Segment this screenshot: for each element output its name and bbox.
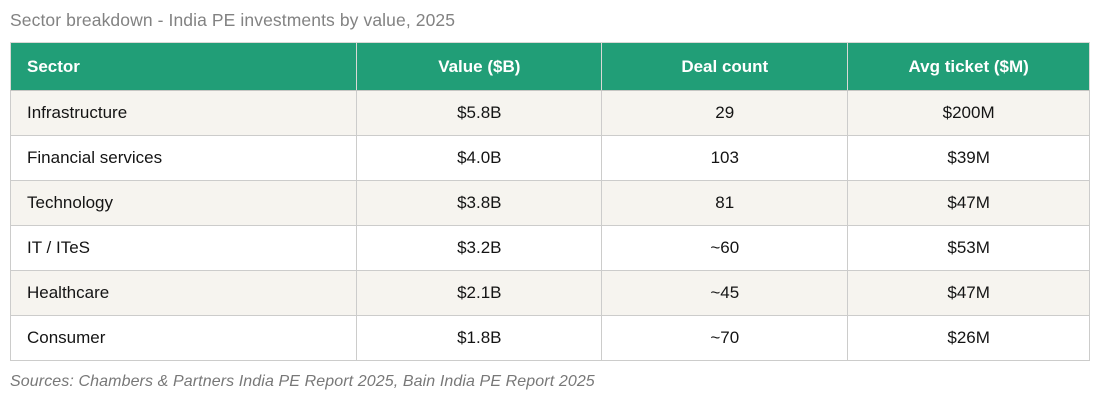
cell-sector: Financial services [9, 135, 358, 181]
cell-deal-count: ~70 [601, 315, 849, 361]
cell-deal-count: 29 [601, 90, 849, 136]
header-row: Sector Value ($B) Deal count Avg ticket … [9, 42, 1090, 91]
table-row: Financial services $4.0B 103 $39M [9, 135, 1090, 181]
cell-sector: Technology [9, 180, 358, 226]
table-row: Consumer $1.8B ~70 $26M [9, 315, 1090, 361]
cell-value: $3.8B [356, 180, 603, 226]
cell-avg-ticket: $47M [847, 270, 1090, 316]
cell-sector: IT / ITeS [9, 225, 358, 271]
table-row: IT / ITeS $3.2B ~60 $53M [9, 225, 1090, 271]
cell-value: $1.8B [356, 315, 603, 361]
cell-avg-ticket: $200M [847, 90, 1090, 136]
cell-value: $2.1B [356, 270, 603, 316]
cell-value: $3.2B [356, 225, 603, 271]
column-header-deal-count: Deal count [601, 42, 849, 91]
cell-sector: Healthcare [9, 270, 358, 316]
cell-avg-ticket: $47M [847, 180, 1090, 226]
cell-value: $4.0B [356, 135, 603, 181]
cell-deal-count: 81 [601, 180, 849, 226]
table-row: Healthcare $2.1B ~45 $47M [9, 270, 1090, 316]
cell-avg-ticket: $26M [847, 315, 1090, 361]
table-row: Technology $3.8B 81 $47M [9, 180, 1090, 226]
figure-title: Sector breakdown - India PE investments … [10, 10, 456, 30]
cell-value: $5.8B [356, 90, 603, 136]
cell-avg-ticket: $53M [847, 225, 1090, 271]
column-header-avg-ticket: Avg ticket ($M) [847, 42, 1090, 91]
sector-breakdown-table: Sector Value ($B) Deal count Avg ticket … [9, 42, 1090, 361]
cell-sector: Infrastructure [9, 90, 358, 136]
table-row: Infrastructure $5.8B 29 $200M [9, 90, 1090, 136]
cell-deal-count: 103 [601, 135, 849, 181]
cell-deal-count: ~45 [601, 270, 849, 316]
cell-deal-count: ~60 [601, 225, 849, 271]
sources-line: Sources: Chambers & Partners India PE Re… [10, 373, 595, 390]
column-header-sector: Sector [9, 42, 358, 91]
column-header-value: Value ($B) [356, 42, 603, 91]
cell-avg-ticket: $39M [847, 135, 1090, 181]
cell-sector: Consumer [9, 315, 358, 361]
